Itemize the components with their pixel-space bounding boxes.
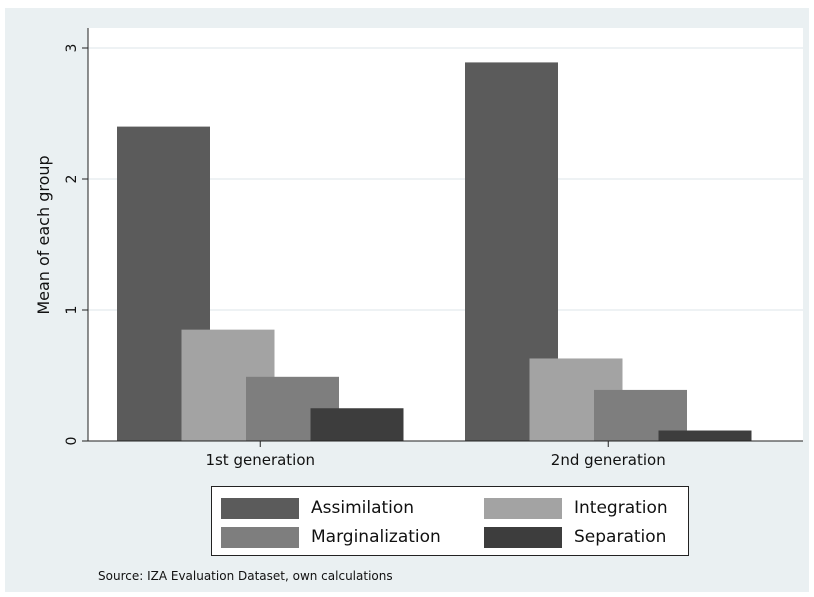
legend-swatch-assimilation [221,497,299,519]
y-tick-label: 1 [64,306,80,315]
bar-separation-2 [658,430,752,441]
bar-separation-1 [310,408,404,441]
legend-label-separation: Separation [574,527,667,547]
legend-swatch-integration [484,497,562,519]
legend-item-marginalization: Marginalization [221,524,441,550]
legend-swatch-separation [484,526,562,548]
legend-item-assimilation: Assimilation [221,495,414,521]
legend-label-marginalization: Marginalization [311,527,441,547]
legend: Assimilation Integration Marginalization… [211,486,689,556]
y-axis-label: Mean of each group [34,155,53,314]
legend-label-assimilation: Assimilation [311,498,415,518]
chart-frame: 0 1 2 3 1st generation 2nd generation Mean of… [5,8,809,592]
x-tick-label: 1st generation [205,451,315,469]
legend-label-integration: Integration [574,498,668,518]
source-note: Source: IZA Evaluation Dataset, own calc… [98,569,393,583]
legend-swatch-marginalization [221,526,299,548]
legend-item-separation: Separation [484,524,666,550]
y-tick-label: 2 [64,175,80,184]
x-tick-label: 2nd generation [551,451,666,469]
legend-item-integration: Integration [484,495,668,521]
y-tick-label: 0 [64,437,80,446]
bar-chart: 0 1 2 3 1st generation 2nd generation Mean of… [34,28,803,469]
y-tick-label: 3 [64,44,80,53]
